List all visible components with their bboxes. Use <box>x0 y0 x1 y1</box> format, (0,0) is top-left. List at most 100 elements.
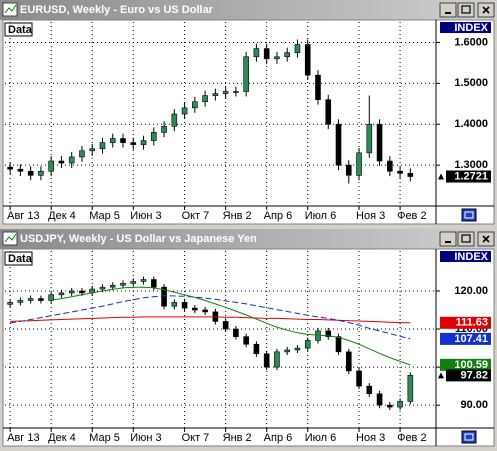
candle-body <box>109 138 116 143</box>
x-tick-label: Янв 2 <box>223 210 252 222</box>
scale-button[interactable] <box>461 208 477 222</box>
price-tag-label: 1.2721 <box>454 170 488 182</box>
price-tag <box>440 332 491 345</box>
candle-body <box>68 290 75 294</box>
candle-body <box>397 401 403 408</box>
candle-body <box>294 44 301 53</box>
candle-body <box>397 170 403 174</box>
panel-label: Data <box>8 253 33 265</box>
candle-body <box>17 300 24 303</box>
candle-body <box>7 302 13 305</box>
x-tick-label: Июл 6 <box>305 210 337 222</box>
candle-body <box>304 340 311 349</box>
candle-body <box>48 294 54 301</box>
title-bar <box>0 0 497 20</box>
candle-body <box>284 52 291 58</box>
candle-body <box>366 123 373 154</box>
price-tag <box>446 170 491 183</box>
candle-body <box>192 101 198 109</box>
candle-body <box>202 95 208 103</box>
candle-body <box>222 91 229 94</box>
window-max-button[interactable] <box>457 2 475 18</box>
candle-body <box>181 302 188 309</box>
chart-frame <box>2 19 495 225</box>
price-tag-label: 100.59 <box>454 359 488 371</box>
scale-button-glyph <box>464 433 474 441</box>
candle-body <box>120 283 126 286</box>
x-tick-label: Авг 13 <box>7 210 39 222</box>
scale-label-box <box>440 22 491 33</box>
y-tick-label: 1.3000 <box>454 159 488 171</box>
candle-body <box>304 44 311 76</box>
candle-body <box>48 160 54 172</box>
candle-body <box>99 286 106 290</box>
window-title: EURUSD, Weekly - Euro vs US Dollar <box>20 4 214 16</box>
window-title: USDJPY, Weekly - US Dollar vs Japanese Y… <box>20 233 257 245</box>
candle-body <box>99 142 106 150</box>
candle-body <box>325 99 332 125</box>
candle-body <box>335 336 342 353</box>
close-glyph <box>482 235 490 243</box>
moving-average <box>10 295 411 340</box>
close-glyph <box>482 6 490 14</box>
y-tick-label: 1.5000 <box>454 77 488 89</box>
price-marker <box>438 372 444 379</box>
scale-button-glyph <box>464 211 474 219</box>
candle-body <box>109 284 116 288</box>
candle-body <box>284 349 291 353</box>
candle-body <box>274 351 280 368</box>
x-tick-label: Авг 13 <box>7 432 39 444</box>
window-min-button[interactable] <box>439 231 457 247</box>
chart-frame <box>2 248 495 447</box>
x-tick-label: Июл 6 <box>305 432 337 444</box>
candle-body <box>253 343 260 355</box>
price-tag-label: 97.82 <box>460 369 488 381</box>
window-icon-line <box>4 233 17 243</box>
candle-body <box>27 298 34 301</box>
candle-body <box>356 152 362 176</box>
candle-body <box>58 292 65 296</box>
candle-body <box>376 123 383 162</box>
candle-body <box>274 56 280 60</box>
x-tick-label: Дек 4 <box>48 210 76 222</box>
x-tick-label: Фев 2 <box>397 432 427 444</box>
candle-body <box>140 279 147 282</box>
scale-label-box <box>440 251 491 262</box>
candle-body <box>243 56 249 92</box>
scale-button[interactable] <box>461 430 477 444</box>
candle-body <box>345 164 352 176</box>
candle-body <box>58 160 65 164</box>
x-tick-label: Окт 7 <box>182 432 210 444</box>
y-tick-label: 1.6000 <box>454 36 488 48</box>
candle-body <box>345 351 352 372</box>
candle-body <box>387 404 393 408</box>
x-tick-label: Апр 6 <box>264 432 293 444</box>
price-tag <box>440 316 491 329</box>
window-min-button[interactable] <box>439 2 457 18</box>
candle-body <box>181 107 188 115</box>
candle-body <box>150 279 157 288</box>
window-max-button[interactable] <box>457 231 475 247</box>
candle-body <box>294 347 301 351</box>
candle-body <box>192 307 198 311</box>
x-tick-label: Июн 3 <box>130 432 161 444</box>
candle-body <box>376 393 383 406</box>
candle-body <box>233 91 239 93</box>
x-tick-label: Янв 2 <box>223 432 252 444</box>
panel-label-box <box>4 22 33 37</box>
price-marker <box>438 173 444 180</box>
candle-body <box>17 168 24 172</box>
y-tick-label: 120.00 <box>454 285 488 297</box>
candle-body <box>243 336 249 345</box>
title-bar <box>0 229 497 249</box>
candle-body <box>387 160 393 172</box>
candle-body <box>38 298 44 301</box>
candle-body <box>407 375 414 402</box>
candle-body <box>263 353 270 368</box>
candle-body <box>161 286 167 307</box>
candle-body <box>171 302 178 307</box>
y-tick-label: 1.4000 <box>454 118 488 130</box>
candle-body <box>38 170 44 176</box>
candle-body <box>171 113 178 127</box>
candle-body <box>335 123 342 166</box>
